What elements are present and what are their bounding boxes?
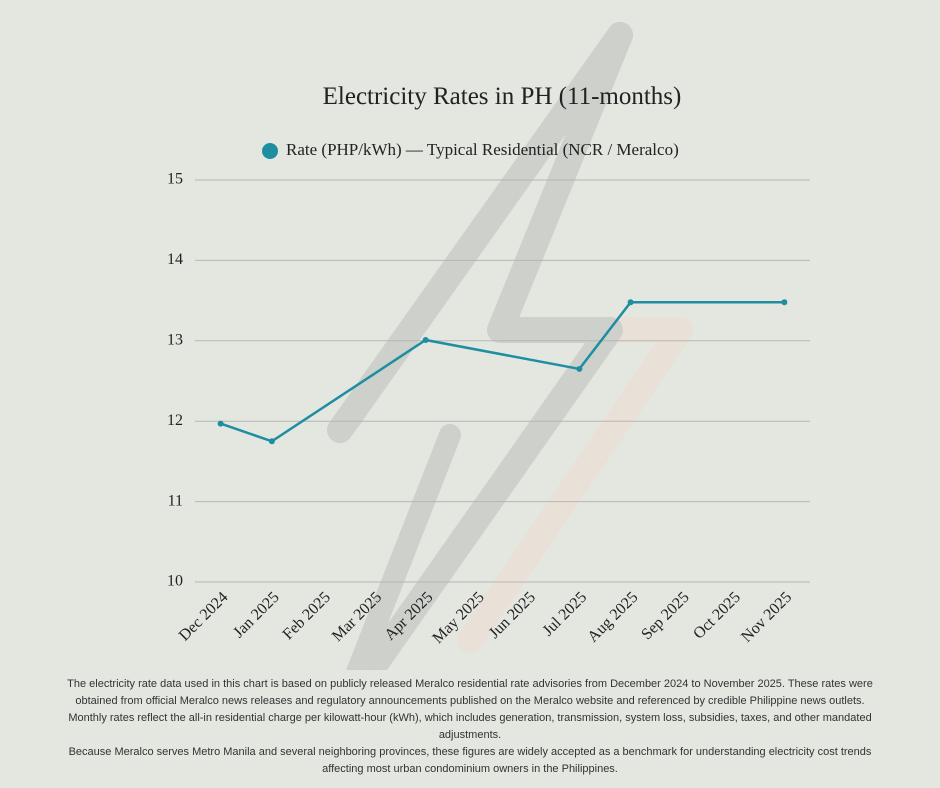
line — [220, 300, 785, 443]
y-tick-label: 11 — [168, 492, 183, 509]
bolt-decoration — [327, 22, 693, 670]
x-tick-label: Feb 2025 — [280, 589, 334, 643]
x-tick-label: Dec 2024 — [176, 589, 232, 645]
y-tick-label: 12 — [167, 412, 183, 429]
point — [217, 420, 224, 427]
y-tick-label: 15 — [167, 171, 183, 188]
y-tick-label: 10 — [167, 573, 183, 590]
x-tick-label: Sep 2025 — [638, 589, 692, 643]
point — [268, 438, 275, 445]
footnote-paragraph: The electricity rate data used in this c… — [67, 678, 873, 741]
point — [627, 299, 634, 306]
x-tick-label: Jul 2025 — [540, 589, 591, 640]
footnote: The electricity rate data used in this c… — [60, 676, 880, 778]
x-tick-label: Jan 2025 — [230, 589, 283, 642]
chart-title: Electricity Rates in PH (11-months) — [323, 83, 682, 110]
x-tick-label: Aug 2025 — [584, 589, 641, 646]
x-tick-label: Nov 2025 — [738, 589, 795, 646]
chart: Electricity Rates in PH (11-months) Rate… — [167, 22, 810, 670]
y-tick-label: 14 — [167, 251, 183, 268]
y-tick-label: 13 — [167, 331, 183, 348]
point — [576, 365, 583, 372]
legend-marker — [262, 143, 278, 159]
point — [781, 299, 788, 306]
point — [422, 336, 429, 343]
x-tick-label: Oct 2025 — [690, 589, 744, 643]
footnote-paragraph: Because Meralco serves Metro Manila and … — [68, 746, 872, 775]
legend-label: Rate (PHP/kWh) — Typical Residential (NC… — [286, 140, 679, 159]
